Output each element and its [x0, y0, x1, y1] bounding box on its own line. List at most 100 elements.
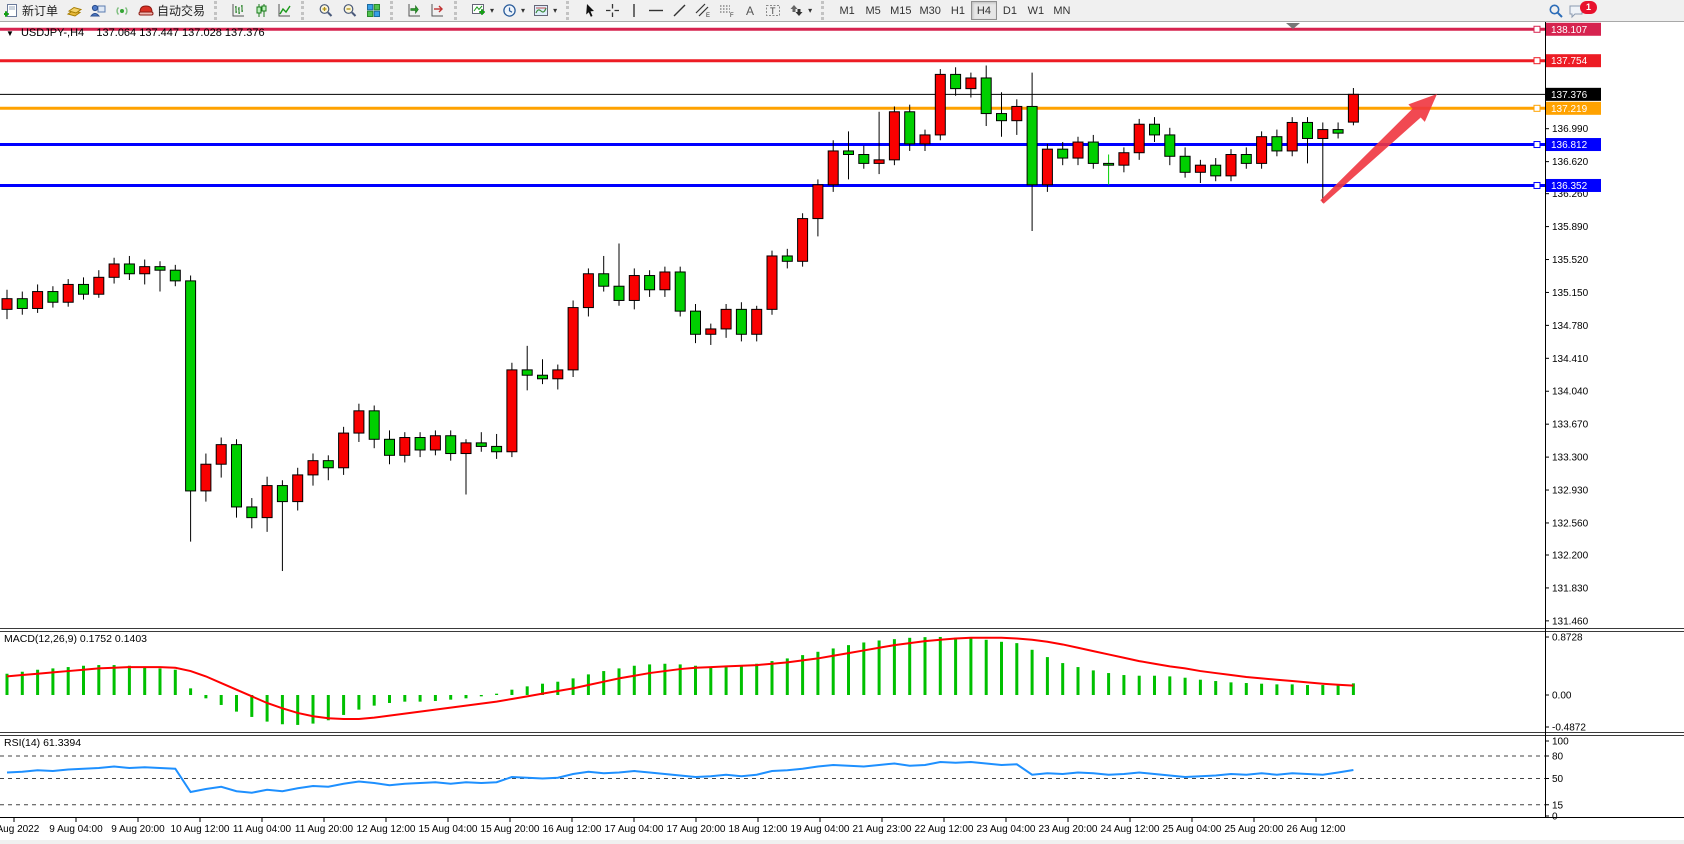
svg-text:136.990: 136.990 — [1552, 124, 1589, 135]
bar-chart-button[interactable] — [227, 1, 250, 20]
svg-text:T: T — [770, 6, 776, 16]
candle-body — [552, 369, 564, 380]
level-line-marker[interactable] — [1533, 104, 1541, 112]
timeframe-button-M1[interactable]: M1 — [834, 1, 860, 20]
timeframe-button-M5[interactable]: M5 — [860, 1, 886, 20]
candlestick-chart-icon — [256, 4, 267, 17]
macd-signal-line — [6, 636, 1354, 720]
candle-body — [720, 308, 732, 330]
candle-body — [996, 113, 1007, 122]
timeframe-button-M30[interactable]: M30 — [916, 1, 945, 20]
expert-advisors-button[interactable] — [86, 1, 110, 20]
dropdown-caret: ▾ — [521, 6, 526, 15]
fibonacci-button[interactable]: F — [715, 1, 739, 20]
autotrading-button[interactable]: 自动交易 — [134, 1, 209, 20]
candle-body — [399, 437, 411, 456]
svg-text:132.930: 132.930 — [1552, 486, 1589, 497]
svg-text:25 Aug 04:00: 25 Aug 04:00 — [1163, 824, 1222, 835]
level-line-marker[interactable] — [1533, 25, 1541, 33]
candlestick-button[interactable] — [250, 1, 273, 20]
price-axis-label-box — [1546, 22, 1601, 36]
candle-body — [246, 506, 258, 519]
price-axis-label-box — [1546, 138, 1601, 152]
candle-body — [1194, 164, 1206, 173]
candle-body — [690, 310, 701, 335]
svg-text:133.670: 133.670 — [1552, 420, 1589, 431]
expert-advisors-icon — [90, 4, 106, 17]
level-line-marker[interactable] — [1533, 181, 1541, 189]
timeframe-button-W1[interactable]: W1 — [1023, 1, 1049, 20]
candle-body — [231, 444, 242, 508]
title-collapse-icon[interactable]: ▼ — [6, 29, 14, 38]
search-button[interactable] — [1544, 1, 1568, 20]
auto-scroll-button[interactable] — [403, 1, 426, 20]
market-watch-button[interactable] — [62, 1, 86, 20]
trend-arrow[interactable] — [1320, 94, 1437, 204]
crosshair-button[interactable] — [601, 1, 624, 20]
candle-body — [751, 308, 763, 335]
candle-body — [1118, 152, 1130, 166]
text-button[interactable]: A — [739, 1, 761, 20]
text-label-button[interactable]: T — [761, 1, 785, 20]
equidistant-channel-button[interactable]: E — [691, 1, 715, 20]
crosshair-icon — [606, 4, 620, 17]
candle-body — [674, 271, 686, 312]
chart-shift-marker[interactable] — [1286, 23, 1300, 29]
candle-body — [1332, 129, 1344, 134]
cursor-button[interactable] — [579, 1, 601, 20]
timeframe-button-MN[interactable]: MN — [1049, 1, 1075, 20]
timeframe-button-D1[interactable]: D1 — [997, 1, 1023, 20]
candle-body — [384, 438, 395, 456]
arrows-button[interactable]: ▾ — [785, 1, 816, 20]
candle-body — [1041, 148, 1053, 186]
candle-body — [322, 460, 334, 469]
timeframe-button-H4[interactable]: H4 — [970, 1, 997, 20]
candle-body — [659, 271, 671, 291]
new-order-button[interactable]: 新订单 — [0, 1, 62, 20]
svg-text:19 Aug 04:00: 19 Aug 04:00 — [791, 824, 850, 835]
toolbar-separator — [390, 1, 400, 20]
candle-body — [934, 73, 946, 136]
status-strip — [0, 840, 1684, 844]
signals-button[interactable] — [110, 1, 134, 20]
level-line-marker[interactable] — [1533, 141, 1541, 149]
periods-button[interactable]: ▾ — [498, 1, 529, 20]
candle-body — [307, 460, 319, 476]
vertical-line-button[interactable] — [624, 1, 644, 20]
svg-text:133.300: 133.300 — [1552, 453, 1589, 464]
candle-body — [827, 150, 839, 186]
svg-text:10 Aug 12:00: 10 Aug 12:00 — [171, 824, 230, 835]
toolbar-right-group: 1 — [1544, 0, 1598, 21]
timeframe-button-M15[interactable]: M15 — [886, 1, 915, 20]
zoom-in-button[interactable] — [314, 1, 338, 20]
toolbar-separator — [214, 1, 224, 20]
drawing-tools-group: E F A T — [579, 0, 816, 21]
rsi-line — [6, 760, 1354, 794]
scroll-group — [403, 0, 449, 21]
timeframe-button-H1[interactable]: H1 — [945, 1, 971, 20]
candle-body — [139, 266, 151, 275]
level-price-label: 137.754 — [1551, 56, 1588, 67]
toolbar-separator — [301, 1, 311, 20]
svg-text:135.150: 135.150 — [1552, 288, 1589, 299]
notifications-button[interactable]: 1 — [1568, 0, 1598, 21]
tile-windows-icon — [367, 4, 381, 17]
svg-text:25 Aug 20:00: 25 Aug 20:00 — [1225, 824, 1284, 835]
trendline-button[interactable] — [668, 1, 691, 20]
zoom-out-button[interactable] — [338, 1, 362, 20]
chart-shift-button[interactable] — [426, 1, 449, 20]
level-line-marker[interactable] — [1533, 57, 1541, 65]
horizontal-line-button[interactable] — [644, 1, 668, 20]
templates-button[interactable]: ▾ — [529, 1, 561, 20]
candle-body — [919, 134, 931, 145]
candle-body — [858, 154, 870, 164]
line-chart-button[interactable] — [273, 1, 296, 20]
zoom-group — [314, 0, 385, 21]
tile-windows-button[interactable] — [362, 1, 385, 20]
equidistant-channel-icon: E — [695, 3, 710, 18]
new-chart-button[interactable]: ▾ — [467, 1, 498, 20]
dropdown-caret: ▾ — [490, 6, 495, 15]
bar-chart-icon — [232, 4, 245, 17]
svg-text:15 Aug 04:00: 15 Aug 04:00 — [419, 824, 478, 835]
